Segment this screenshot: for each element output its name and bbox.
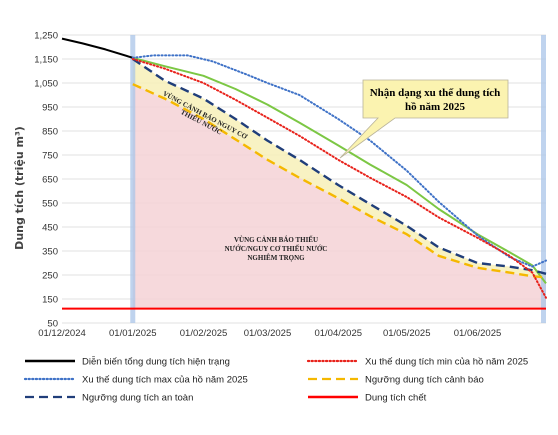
y-tick-label: 350 [42,247,58,258]
trend-callout: Nhận dạng xu thế dung tích hồ năm 2025 [339,79,509,159]
y-tick-label: 950 [42,103,58,114]
legend-label: Xu thế dung tích max của hồ năm 2025 [82,375,248,386]
legend-label: Dung tích chết [365,393,427,404]
series-line [131,58,547,299]
legend-label: Ngưỡng dung tích an toàn [82,393,193,404]
severe-zone-line-2: NƯỚC/NGUY CƠ THIẾU NƯỚC [225,245,328,253]
y-tick-label: 1,050 [34,79,58,90]
series-line [132,58,547,275]
legend-label: Ngưỡng dung tích cảnh báo [365,375,484,386]
forecast-start-band [130,35,136,323]
y-tick-label: 1,150 [34,55,58,66]
x-tick-label: 01/12/2024 [38,328,86,339]
y-axis-label: Dung tích (triệu m³) [13,126,26,250]
y-tick-label: 150 [42,295,58,306]
y-tick-label: 50 [47,319,58,330]
series-lines [61,37,547,310]
callout-line-2: hồ năm 2025 [405,101,465,113]
x-tick-label: 01/06/2025 [454,328,502,339]
callout-line-1: Nhận dạng xu thế dung tích [370,87,501,99]
y-tick-label: 1,250 [34,31,58,42]
forecast-end-band [541,35,546,323]
severe-zone-label: VÙNG CẢNH BÁO THIẾU NƯỚC/NGUY CƠ THIẾU N… [225,236,328,262]
callout-box [339,79,509,159]
x-tick-labels: 01/12/2024 01/01/2025 01/02/2025 01/03/2025… [38,328,501,339]
y-tick-labels: 1,250 1,150 1,050 950 850 750 650 550 450 350 250 1… [34,31,58,330]
series-line [132,56,547,285]
severe-zone-line-1: VÙNG CẢNH BÁO THIẾU [234,236,318,244]
x-tick-label: 01/05/2025 [383,328,431,339]
y-tick-label: 450 [42,223,58,234]
y-tick-label: 750 [42,151,58,162]
series-line [132,83,547,279]
x-tick-label: 01/04/2025 [314,328,362,339]
x-tick-label: 01/03/2025 [244,328,292,339]
x-tick-label: 01/01/2025 [109,328,157,339]
y-tick-label: 250 [42,271,58,282]
severe-zone-line-3: NGHIÊM TRỌNG [247,254,305,262]
forecast-band-markers [130,35,546,323]
y-tick-label: 850 [42,127,58,138]
y-tick-label: 650 [42,175,58,186]
legend: Diễn biến tổng dung tích hiện trạng Xu th… [23,357,528,404]
series-line [61,37,134,59]
y-tick-label: 550 [42,199,58,210]
x-tick-label: 01/02/2025 [180,328,228,339]
legend-label: Xu thế dung tích min của hồ năm 2025 [365,357,528,368]
legend-label: Diễn biến tổng dung tích hiện trạng [82,357,230,368]
